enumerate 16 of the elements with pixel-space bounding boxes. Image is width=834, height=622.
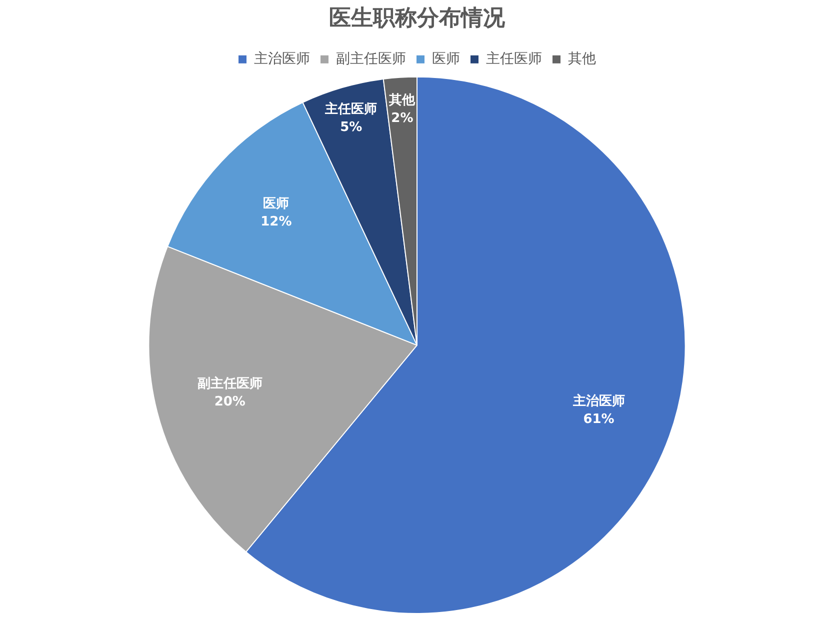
slice-label: 副主任医师	[197, 376, 262, 392]
data-label: 2%	[391, 110, 414, 126]
legend-label: 副主任医师	[336, 51, 406, 68]
data-label: 12%	[260, 214, 292, 230]
slice-label: 其他	[388, 92, 416, 108]
legend-label: 其他	[568, 51, 596, 68]
slice-label: 主治医师	[572, 393, 625, 410]
data-label: 20%	[214, 394, 246, 410]
slice-label: 医师	[263, 196, 290, 212]
chart-title: 医生职称分布情况	[329, 6, 506, 31]
slice-label: 主任医师	[324, 100, 378, 117]
data-label: 61%	[583, 412, 614, 428]
data-label: 5%	[340, 120, 362, 135]
legend-label: 主任医师	[486, 51, 542, 68]
legend-label: 医师	[432, 51, 460, 68]
legend-label: 主治医师	[254, 51, 310, 68]
